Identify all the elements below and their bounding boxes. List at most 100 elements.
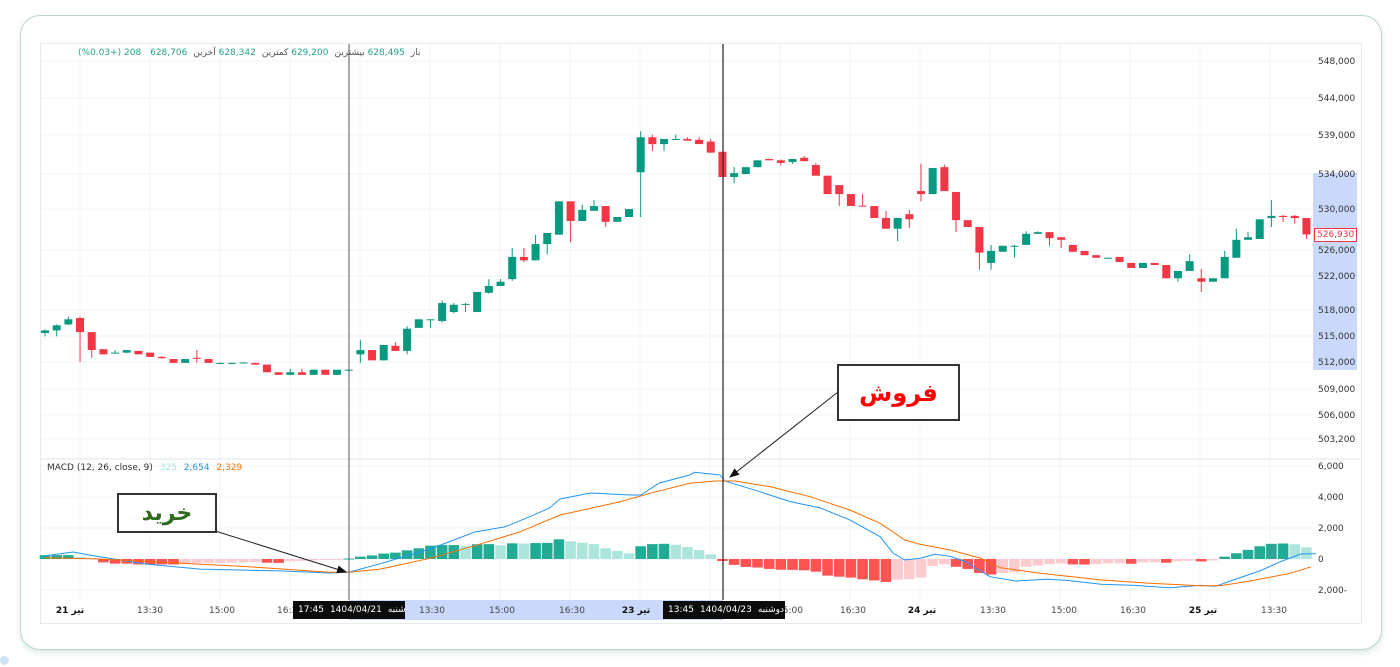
histogram-bar <box>1254 546 1266 559</box>
histogram-bar <box>1137 559 1149 563</box>
histogram-bar <box>518 543 530 559</box>
histogram-bar <box>331 559 343 560</box>
candle <box>1045 232 1054 246</box>
candle <box>204 359 213 363</box>
candle <box>286 368 295 375</box>
candle <box>111 350 120 354</box>
candle <box>1173 271 1182 282</box>
candle-body <box>648 137 657 145</box>
histogram-bar <box>273 559 284 563</box>
candle-body <box>1279 215 1288 217</box>
candle-body <box>706 141 715 153</box>
crosshair-date: 1404/04/21 <box>329 605 382 615</box>
histogram-bar <box>530 543 541 559</box>
candle <box>1232 228 1241 258</box>
candle <box>601 206 610 227</box>
candle-body <box>274 372 283 375</box>
candle-body <box>1185 261 1194 272</box>
candle-body <box>379 344 388 361</box>
candle-body <box>671 138 680 140</box>
candle-body <box>99 349 108 355</box>
sell-arrow <box>729 391 839 478</box>
histogram-bar <box>833 559 845 577</box>
price-tick-label: 530,000 <box>1318 205 1355 215</box>
macd-legend[interactable]: MACD (12, 26, close, 9) 325 2,654 2,329 <box>47 463 246 473</box>
candle-body <box>531 244 540 261</box>
macd-value: 2,654 <box>183 463 210 473</box>
histogram-bar <box>740 559 752 567</box>
time-tick-label: 13:30 <box>419 606 445 616</box>
candle-body <box>952 191 961 221</box>
candle-body <box>1267 215 1276 219</box>
candle <box>963 220 972 227</box>
candle-body <box>1197 278 1206 282</box>
histogram-bar <box>997 559 1009 573</box>
candle <box>1302 218 1311 239</box>
histogram-bar <box>436 545 448 559</box>
histogram-bar <box>1207 559 1219 561</box>
candle-body <box>928 168 937 195</box>
candle <box>1057 237 1066 249</box>
histogram-bar <box>670 544 682 559</box>
histogram-bar <box>1266 543 1277 559</box>
candle <box>952 191 961 233</box>
candle-body <box>1045 232 1054 239</box>
candle-body <box>660 138 669 145</box>
close-value: 628,706 <box>150 48 188 58</box>
histogram-bar <box>1102 559 1114 564</box>
time-axis[interactable]: 21 تیر 13:30 15:00 16:30 13:30 15:00 16:30 23 ت… <box>56 606 1287 616</box>
histogram-bar <box>238 559 249 563</box>
candle <box>496 279 505 286</box>
crosshair-time: 17:45 <box>298 605 324 615</box>
histogram-bar <box>425 545 436 559</box>
chart-frame <box>40 43 1362 624</box>
macd-histogram <box>39 539 1312 582</box>
histogram-bar <box>904 559 915 580</box>
candle-body <box>683 138 692 141</box>
candle <box>800 156 809 162</box>
candle-body <box>613 216 622 222</box>
price-axis[interactable]: 548,000 544,000 539,000 534,000 530,000 526,0… <box>1318 57 1355 445</box>
candle-body <box>1092 255 1101 258</box>
price-tick-label: 534,000 <box>1318 170 1355 180</box>
candle <box>1185 254 1194 272</box>
candle-body <box>858 205 867 207</box>
candle <box>706 138 715 153</box>
candle <box>753 160 762 168</box>
candle-body <box>1290 215 1299 219</box>
histogram-bar <box>366 555 378 559</box>
time-tick-label: 21 تیر <box>56 606 84 616</box>
candle <box>858 194 867 207</box>
sell-annotation: فروش <box>837 364 960 421</box>
candle <box>1068 244 1077 252</box>
low-label: کمترین <box>261 48 289 58</box>
candle <box>1080 250 1089 256</box>
candle <box>1150 262 1159 266</box>
histogram-bar <box>284 559 296 562</box>
histogram-bar <box>775 559 787 570</box>
candle <box>776 159 785 166</box>
candle-body <box>286 372 295 375</box>
candle-body <box>426 319 435 321</box>
histogram-bar <box>460 545 471 559</box>
candle <box>274 372 283 375</box>
candle-body <box>1138 262 1147 269</box>
histogram-bar <box>168 559 179 565</box>
histogram-bar <box>483 544 495 559</box>
candle <box>554 201 563 235</box>
candle-body <box>192 357 201 359</box>
time-tick-label: 15:00 <box>1051 606 1077 616</box>
macd-tick-label: 6,000 <box>1318 462 1344 472</box>
histogram-bar <box>390 552 401 559</box>
candle-body <box>251 362 260 365</box>
candle-body <box>776 160 785 163</box>
time-tick-label: 25 تیر <box>1189 606 1217 616</box>
candle <box>811 162 820 176</box>
macd-axis[interactable]: 6,000 4,000 2,000 0 2,000- <box>1318 462 1347 596</box>
histogram-bar <box>308 559 319 561</box>
candle <box>426 319 435 328</box>
macd-tick-label: 0 <box>1318 555 1324 565</box>
time-axis-selection <box>349 600 723 620</box>
candle-body <box>262 364 271 373</box>
